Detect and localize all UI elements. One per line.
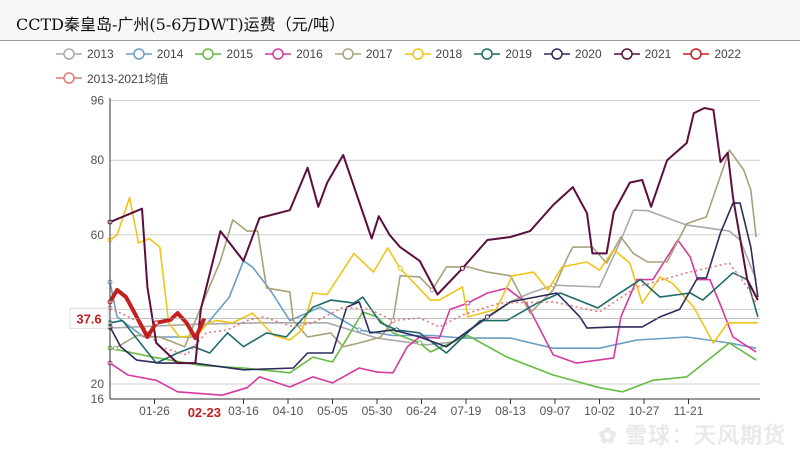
watermark: ✿ 雪球：天风期货 [598, 418, 786, 450]
legend-line-circle-icon [56, 72, 82, 84]
legend-item-2019[interactable]: 2019 [474, 45, 532, 63]
y-tick-label: 16 [91, 392, 105, 406]
x-tick-label: 07-19 [451, 404, 482, 418]
series-line-2013[interactable] [109, 209, 757, 346]
x-tick-label: 11-21 [674, 404, 704, 418]
legend-label: 2015 [226, 47, 254, 61]
x-tick-label: 03-16 [228, 404, 259, 418]
x-axis-ticks: 01-26 03-16 04-10 05-05 05-30 06-24 07-19 08-13… [139, 399, 704, 418]
legend-item-2013-2021均值[interactable]: 2013-2021均值 [56, 69, 168, 87]
legend-item-2015[interactable]: 2015 [195, 45, 253, 63]
legend-label: 2016 [296, 47, 323, 61]
legend-item-2018[interactable]: 2018 [404, 45, 463, 63]
legend-item-2013[interactable]: 2013 [56, 45, 114, 63]
legend-line-circle-icon [265, 48, 292, 60]
y-value-tag [69, 307, 109, 329]
legend-label: 2022 [714, 47, 742, 61]
xueqiu-logo-icon: ✿ [598, 423, 618, 448]
legend-label: 2013-2021均值 [87, 71, 169, 86]
data-point-2015[interactable] [417, 340, 423, 346]
chart-title: CCTD秦皇岛-广州(5-6万DWT)运费（元/吨） [16, 15, 345, 34]
legend-line-circle-icon [683, 48, 710, 60]
legend-line-circle-icon [474, 48, 501, 60]
legend-item-2017[interactable]: 2017 [334, 45, 393, 63]
legend-line-circle-icon [613, 48, 640, 60]
legend-item-2022[interactable]: 2022 [683, 45, 741, 63]
data-point-2018[interactable] [397, 265, 403, 271]
legend: 2013 2014 2015 2016 2017 2018 2019 2020 2021 2022… [56, 42, 776, 90]
legend-line-circle-icon [195, 48, 222, 60]
x-value-label: 02-23 [188, 405, 221, 420]
x-tick-label: 01-26 [139, 404, 170, 418]
x-tick-label: 06-24 [406, 404, 437, 418]
legend-item-2014[interactable]: 2014 [125, 45, 184, 63]
legend-item-2016[interactable]: 2016 [265, 45, 323, 63]
x-tick-label: 10-27 [629, 404, 660, 418]
legend-label: 2020 [574, 47, 602, 61]
gridlines [110, 100, 760, 385]
y-tick-label: 96 [91, 94, 105, 108]
data-point-2017[interactable] [112, 345, 118, 351]
legend-line-circle-icon [543, 48, 570, 60]
data-point-2014[interactable] [356, 327, 362, 333]
legend-label: 2019 [505, 47, 532, 61]
x-tick-label: 08-13 [495, 404, 526, 418]
series-lines [107, 107, 759, 396]
legend-item-2021[interactable]: 2021 [613, 45, 672, 63]
y-tick-label: 60 [91, 228, 105, 242]
y-tick-label: 80 [91, 153, 105, 167]
x-tick-label: 09-07 [540, 404, 571, 418]
legend-label: 2018 [435, 47, 463, 61]
x-tick-label: 04-10 [273, 404, 304, 418]
data-point-2020[interactable] [484, 314, 490, 320]
data-point-2016[interactable] [465, 300, 471, 306]
x-tick-label: 05-30 [362, 404, 393, 418]
x-tick-label: 10-02 [584, 404, 615, 418]
legend-label: 2013 [87, 47, 114, 61]
data-point-2022[interactable] [153, 320, 159, 326]
legend-line-circle-icon [334, 48, 361, 60]
series-line-2014[interactable] [109, 260, 757, 349]
title-bar: CCTD秦皇岛-广州(5-6万DWT)运费（元/吨） [0, 0, 800, 41]
highlight-markers: 37.6 02-23 [69, 307, 760, 421]
legend-line-circle-icon [404, 48, 431, 60]
legend-line-circle-icon [56, 48, 82, 60]
data-point-2013-2021均值[interactable] [390, 318, 396, 324]
legend-label: 2021 [644, 47, 672, 61]
data-point-2021[interactable] [459, 265, 465, 271]
series-line-2018[interactable] [109, 196, 758, 344]
legend-label: 2017 [365, 47, 393, 61]
x-value-tag [180, 403, 229, 421]
x-tick-label: 05-05 [317, 404, 348, 418]
y-value-label: 37.6 [76, 311, 101, 326]
legend-item-2020[interactable]: 2020 [543, 45, 602, 63]
legend-line-circle-icon [125, 48, 152, 60]
y-tick-label: 20 [91, 377, 105, 391]
legend-label: 2014 [156, 47, 184, 61]
watermark-text: 雪球：天风期货 [624, 423, 786, 448]
series-line-2015[interactable] [109, 311, 757, 393]
